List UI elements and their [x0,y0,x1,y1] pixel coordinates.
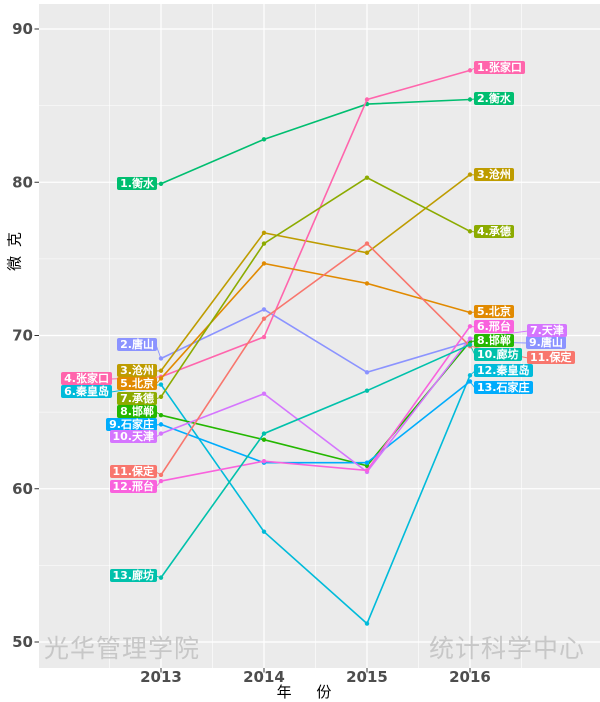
data-point-石家庄-2013 [159,422,163,426]
y-tick-label: 80 [12,173,33,191]
data-point-唐山-2015 [365,370,369,374]
data-point-廊坊-2014 [262,431,266,435]
data-point-邯郸-2013 [159,413,163,417]
data-point-保定-2015 [365,241,369,245]
data-point-北京-2015 [365,281,369,285]
series-label-left-天津: 10.天津 [110,430,158,443]
data-point-承德-2014 [262,241,266,245]
data-point-天津-2014 [262,392,266,396]
data-point-邢台-2016 [468,324,472,328]
data-point-保定-2014 [262,316,266,320]
data-point-张家口-2014 [262,335,266,339]
series-label-left-邢台: 12.邢台 [110,480,158,493]
data-point-廊坊-2016 [468,342,472,346]
data-point-沧州-2013 [159,369,163,373]
data-point-秦皇岛-2013 [159,382,163,386]
y-tick-label: 60 [12,480,33,498]
data-point-邢台-2015 [365,468,369,472]
series-label-left-衡水: 1.衡水 [117,177,157,190]
series-label-left-北京: 5.北京 [117,377,157,390]
series-label-right-张家口: 1.张家口 [474,61,525,74]
data-point-邢台-2014 [262,459,266,463]
data-point-唐山-2013 [159,356,163,360]
series-label-right-衡水: 2.衡水 [474,92,514,105]
data-point-秦皇岛-2014 [262,529,266,533]
series-label-left-唐山: 2.唐山 [117,338,157,351]
data-point-承德-2015 [365,175,369,179]
x-tick-label: 2016 [449,668,491,686]
series-label-right-北京: 5.北京 [474,305,514,318]
data-point-秦皇岛-2015 [365,621,369,625]
watermark-right: 统计科学中心 [429,629,585,665]
series-label-right-保定: 11.保定 [527,351,575,364]
watermark-left: 光华管理学院 [44,629,200,665]
data-point-天津-2013 [159,431,163,435]
data-point-张家口-2015 [365,97,369,101]
y-tick-label: 70 [12,327,33,345]
data-point-唐山-2014 [262,307,266,311]
data-point-邢台-2013 [159,479,163,483]
series-label-right-秦皇岛: 12.秦皇岛 [474,364,533,377]
series-label-left-承德: 7.承德 [117,392,157,405]
series-label-right-天津: 7.天津 [527,324,567,337]
y-tick-label: 50 [12,633,33,651]
data-point-廊坊-2013 [159,575,163,579]
data-point-承德-2016 [468,229,472,233]
series-label-left-沧州: 3.沧州 [117,364,157,377]
series-label-right-唐山: 9.唐山 [526,336,566,349]
data-point-衡水-2013 [159,182,163,186]
y-axis-title: 微 克 [4,211,25,291]
series-label-left-廊坊: 13.廊坊 [110,569,158,582]
data-point-邯郸-2014 [262,438,266,442]
series-label-right-承德: 4.承德 [474,225,514,238]
data-point-沧州-2016 [468,172,472,176]
data-point-承德-2013 [159,395,163,399]
series-label-right-沧州: 3.沧州 [474,168,514,181]
data-point-廊坊-2015 [365,388,369,392]
data-point-沧州-2015 [365,251,369,255]
data-point-衡水-2014 [262,137,266,141]
data-point-保定-2013 [159,473,163,477]
series-label-left-张家口: 4.张家口 [61,372,112,385]
data-point-北京-2013 [159,376,163,380]
data-point-张家口-2016 [468,68,472,72]
data-point-北京-2014 [262,261,266,265]
x-tick-label: 2013 [140,668,182,686]
series-label-left-秦皇岛: 6.秦皇岛 [61,385,112,398]
data-point-沧州-2014 [262,231,266,235]
data-point-衡水-2016 [468,97,472,101]
data-point-秦皇岛-2016 [468,373,472,377]
series-label-left-保定: 11.保定 [110,465,158,478]
series-label-right-廊坊: 10.廊坊 [474,348,522,361]
y-tick-label: 90 [12,20,33,38]
data-point-北京-2016 [468,310,472,314]
series-label-right-邢台: 6.邢台 [474,320,514,333]
series-label-right-邯郸: 8.邯郸 [474,334,514,347]
data-point-天津-2016 [468,336,472,340]
data-point-石家庄-2015 [365,460,369,464]
data-point-石家庄-2016 [468,379,472,383]
series-label-left-邯郸: 8.邯郸 [117,405,157,418]
series-label-right-石家庄: 13.石家庄 [474,381,533,394]
